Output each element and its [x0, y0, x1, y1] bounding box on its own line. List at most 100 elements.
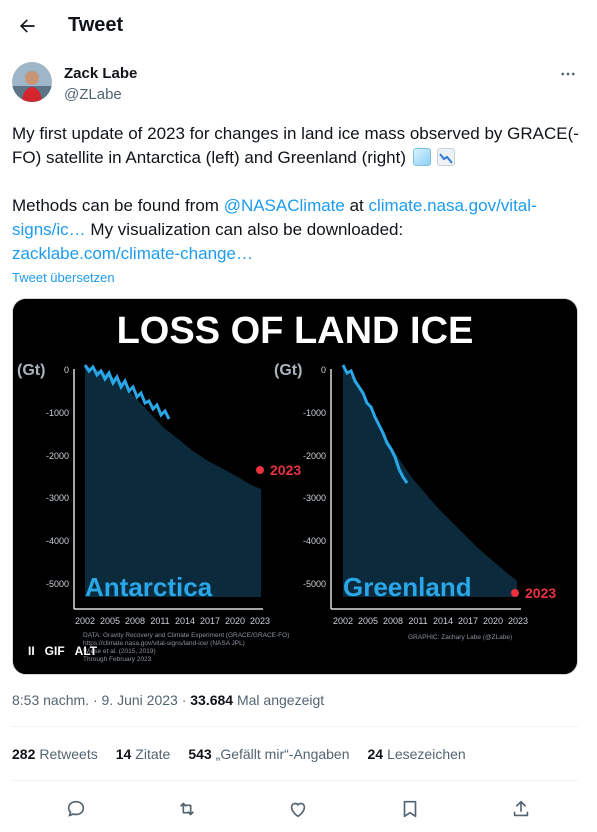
gif-badge: GIF [44, 644, 65, 658]
mention-link[interactable]: @NASAClimate [223, 196, 345, 215]
xtick-right-2: 2008 [383, 616, 403, 626]
more-options-button[interactable] [556, 62, 580, 86]
back-button[interactable] [12, 11, 42, 41]
avatar[interactable] [12, 62, 52, 102]
ytick-right-4: -4000 [303, 536, 326, 546]
action-bar [0, 792, 597, 826]
xtick-right-0: 2002 [333, 616, 353, 626]
bookmark-icon [403, 800, 417, 818]
like-button[interactable] [281, 792, 315, 826]
greenland-2023-marker [511, 589, 519, 597]
divider-bottom [12, 780, 578, 781]
unit-left: (Gt) [17, 362, 45, 379]
greenland-line [341, 364, 409, 484]
ytick-left-1: -1000 [46, 408, 69, 418]
retweet-button[interactable] [170, 792, 204, 826]
meta-sep-2: · [177, 692, 191, 708]
ice-cube-emoji-icon [412, 148, 431, 166]
xtick-left-1: 2005 [100, 616, 120, 626]
greenland-panel: (Gt) 2023 Greenland [274, 362, 556, 610]
ytick-right-0: 0 [321, 365, 326, 375]
tweet-line-1: My first update of 2023 for changes in l… [12, 124, 579, 167]
xtick-right-1: 2005 [358, 616, 378, 626]
meta-sep-1: · [89, 692, 102, 708]
ytick-left-5: -5000 [46, 579, 69, 589]
ytick-right-5: -5000 [303, 579, 326, 589]
arrow-left-icon [20, 19, 35, 33]
methods-mid: at [344, 196, 369, 215]
antarctica-panel: (Gt) 2023 Antarctica [17, 362, 301, 610]
views-label: Mal angezeigt [236, 692, 325, 708]
chart-title: LOSS OF LAND ICE [117, 310, 474, 352]
credits: DATA: Gravity Recovery and Climate Exper… [83, 632, 512, 663]
ytick-right-1: -1000 [303, 408, 326, 418]
share-icon [514, 800, 529, 817]
credit-data-2: https://climate.nasa.gov/vital-signs/lan… [83, 640, 245, 647]
views-count: 33.684 [190, 692, 234, 708]
zacklabe-link[interactable]: zacklabe.com/climate-change… [12, 244, 253, 263]
author-handle[interactable]: @ZLabe [64, 86, 122, 103]
antarctica-area [85, 365, 261, 597]
xtick-left-5: 2017 [200, 616, 220, 626]
xticks-left: 2002 2005 2008 2011 2014 2017 2020 2023 [75, 616, 270, 626]
tweet-time[interactable]: 8:53 nachm. [12, 692, 90, 708]
ytick-left-2: -2000 [46, 451, 69, 461]
antarctica-line [83, 364, 171, 420]
ytick-right-3: -3000 [303, 493, 326, 503]
xtick-right-7: 2023 [508, 616, 528, 626]
retweet-icon [180, 802, 195, 816]
land-ice-chart: LOSS OF LAND ICE (Gt) 2023 Antarctica (G… [13, 299, 577, 674]
xticks-right: 2002 2005 2008 2011 2014 2017 2020 2023 [333, 616, 528, 626]
xtick-right-3: 2011 [408, 616, 427, 626]
credit-data-3: Wiese et al. (2015, 2019) [83, 648, 156, 655]
reply-icon [67, 800, 84, 817]
media-controls: II GIF ALT [28, 644, 97, 658]
xtick-left-7: 2023 [250, 616, 270, 626]
alt-button[interactable]: ALT [74, 644, 98, 658]
bookmark-button[interactable] [393, 792, 427, 826]
heart-icon [291, 802, 306, 818]
reply-button[interactable] [59, 792, 93, 826]
label-greenland: Greenland [343, 572, 472, 602]
tweet-text: My first update of 2023 for changes in l… [12, 122, 582, 266]
gif-media[interactable]: LOSS OF LAND ICE (Gt) 2023 Antarctica (G… [12, 298, 578, 675]
pause-button[interactable]: II [28, 644, 35, 658]
tweet-meta: 8:53 nachm. · 9. Juni 2023 · 33.684 Mal … [12, 692, 324, 708]
stat-bookmarks[interactable]: 24 Lesezeichen [367, 746, 466, 762]
stat-quotes[interactable]: 14 Zitate [115, 746, 171, 762]
greenland-area [343, 365, 517, 597]
yticks-right: 0 -1000 -2000 -3000 -4000 -5000 [303, 365, 326, 589]
tweet-date[interactable]: 9. Juni 2023 [101, 692, 178, 708]
ytick-left-0: 0 [64, 365, 69, 375]
nasa-link[interactable]: climate.nasa.gov/vital-signs/ic… [12, 196, 537, 239]
unit-right: (Gt) [274, 362, 302, 379]
author-name[interactable]: Zack Labe [64, 65, 138, 82]
page-title: Tweet [68, 14, 124, 36]
xtick-left-3: 2011 [150, 616, 169, 626]
stat-likes[interactable]: 543 „Gefällt mir“-Angaben [188, 746, 350, 762]
chart-decreasing-emoji-icon [437, 148, 456, 166]
year-marker-left: 2023 [270, 462, 301, 478]
ytick-left-3: -3000 [46, 493, 69, 503]
antarctica-2023-marker [256, 466, 264, 474]
stat-retweets[interactable]: 282 Retweets [12, 746, 98, 762]
ytick-right-2: -2000 [303, 451, 326, 461]
share-button[interactable] [504, 792, 538, 826]
credit-data-1: DATA: Gravity Recovery and Climate Exper… [83, 632, 289, 639]
credit-data-4: Through February 2023 [83, 656, 152, 663]
engagement-stats: 282 Retweets 14 Zitate 543 „Gefällt mir“-An… [12, 746, 466, 762]
divider-top [12, 726, 578, 727]
label-antarctica: Antarctica [85, 572, 213, 602]
xtick-right-4: 2014 [433, 616, 453, 626]
top-bar: Tweet [0, 0, 597, 53]
translate-link[interactable]: Tweet übersetzen [12, 270, 115, 285]
xtick-left-2: 2008 [125, 616, 145, 626]
avatar-image [12, 62, 52, 102]
methods-suffix: My visualization can also be downloaded: [85, 220, 404, 239]
methods-prefix: Methods can be found from [12, 196, 224, 215]
xtick-right-5: 2017 [458, 616, 478, 626]
xtick-left-6: 2020 [225, 616, 245, 626]
xtick-left-0: 2002 [75, 616, 95, 626]
more-icon [561, 72, 575, 76]
xtick-left-4: 2014 [175, 616, 195, 626]
